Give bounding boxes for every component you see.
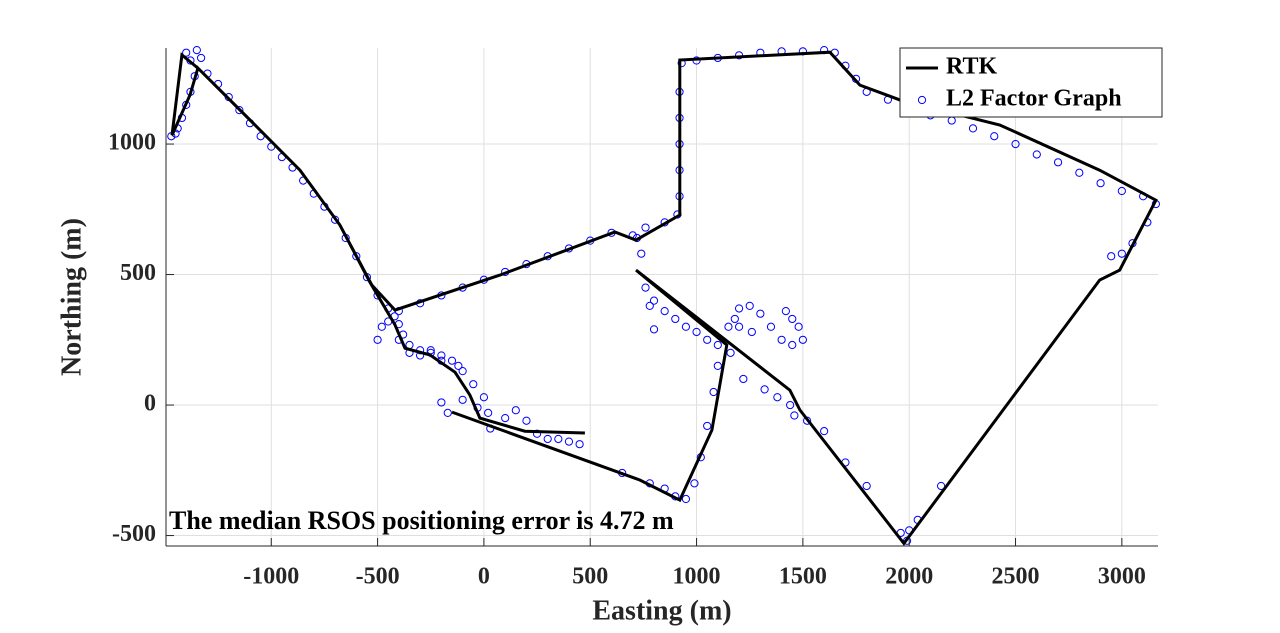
fg-point — [692, 327, 701, 337]
fg-point — [734, 304, 744, 313]
legend-label: L2 Factor Graph — [946, 86, 1122, 112]
fg-point — [756, 309, 765, 318]
fg-point — [458, 367, 467, 376]
x-tick-label: 2000 — [885, 564, 933, 590]
fg-point — [724, 322, 733, 331]
fg-point — [637, 249, 646, 258]
fg-point — [745, 301, 754, 310]
fg-point — [575, 440, 584, 449]
fg-point — [788, 314, 797, 324]
fg-point — [790, 411, 799, 420]
fg-point — [511, 406, 520, 415]
x-tick-label: 2500 — [992, 564, 1040, 590]
fg-point — [713, 340, 722, 350]
fg-point — [182, 48, 191, 57]
x-tick-label: -1000 — [243, 564, 299, 590]
fg-point — [377, 322, 386, 331]
fg-point — [649, 296, 659, 305]
fg-point — [777, 335, 786, 344]
x-tick-label: 1000 — [673, 564, 721, 590]
legend-swatch — [917, 95, 927, 105]
fg-point — [862, 481, 871, 491]
y-tick-label: 500 — [120, 260, 156, 286]
fg-point — [990, 132, 999, 141]
fg-point — [522, 416, 531, 425]
fg-point — [1117, 186, 1126, 196]
fg-point — [437, 398, 446, 407]
y-tick-label: -500 — [112, 521, 156, 547]
fg-point — [1117, 249, 1126, 258]
fg-point — [681, 494, 691, 504]
fg-point — [649, 325, 659, 334]
fg-point — [730, 314, 739, 324]
annotation: The median RSOS positioning error is 4.7… — [169, 506, 674, 535]
fg-point — [726, 348, 735, 357]
fg-point — [747, 327, 756, 337]
fg-point — [443, 408, 452, 417]
fg-point — [798, 335, 807, 344]
fg-point — [820, 427, 829, 436]
fg-point — [501, 414, 510, 423]
fg-point — [454, 361, 463, 371]
legend: RTK L2 Factor Graph — [899, 47, 1163, 118]
fg-point — [1096, 179, 1105, 188]
x-tick-label: 1500 — [779, 564, 827, 590]
fg-point — [660, 306, 669, 316]
fg-point — [681, 322, 691, 331]
x-tick-label: 0 — [478, 564, 490, 590]
fg-point — [781, 306, 790, 316]
fg-point — [773, 393, 782, 402]
fg-point — [235, 106, 244, 115]
fg-point — [554, 434, 563, 444]
fg-point — [458, 395, 467, 404]
fg-point — [1032, 150, 1041, 159]
fg-point — [469, 380, 478, 389]
fg-point — [703, 421, 712, 431]
plot-area — [167, 45, 1160, 546]
fg-point — [1107, 252, 1116, 261]
fg-point — [196, 53, 206, 63]
rtk-line — [170, 50, 1158, 546]
fg-point — [760, 385, 769, 394]
y-axis-label: Northing (m) — [56, 218, 87, 376]
fg-point — [1075, 168, 1084, 177]
fg-point — [373, 335, 382, 344]
fg-point — [703, 335, 712, 344]
fg-point — [690, 479, 699, 488]
fg-point — [968, 124, 978, 133]
fg-point — [479, 393, 489, 402]
fg-point — [766, 322, 776, 331]
fg-point — [1011, 139, 1020, 149]
legend-box — [899, 47, 1163, 118]
fg-point — [788, 340, 797, 350]
fg-point — [713, 361, 722, 371]
fg-point — [786, 400, 795, 410]
legend-label: RTK — [946, 54, 997, 80]
fg-point — [564, 437, 574, 446]
fg-point — [645, 301, 654, 310]
fg-point — [1053, 158, 1063, 167]
x-tick-label: 3000 — [1098, 564, 1146, 590]
fg-point — [794, 322, 803, 331]
fg-point — [734, 322, 744, 331]
fg-point — [936, 481, 946, 491]
x-tick-label: 500 — [572, 564, 608, 590]
y-tick-label: 0 — [144, 391, 156, 417]
fg-point — [739, 374, 748, 384]
x-tick-label: -500 — [356, 564, 400, 590]
fg-point — [352, 252, 361, 261]
fg-point — [192, 45, 201, 55]
fg-point — [447, 356, 457, 365]
fg-point — [437, 351, 446, 360]
fg-point — [641, 283, 650, 292]
fg-point — [543, 434, 552, 444]
y-tick-label: 1000 — [108, 130, 156, 156]
x-axis-label: Easting (m) — [592, 595, 731, 626]
fg-point — [641, 223, 650, 232]
fg-point — [671, 314, 680, 324]
fg-point — [484, 408, 493, 417]
